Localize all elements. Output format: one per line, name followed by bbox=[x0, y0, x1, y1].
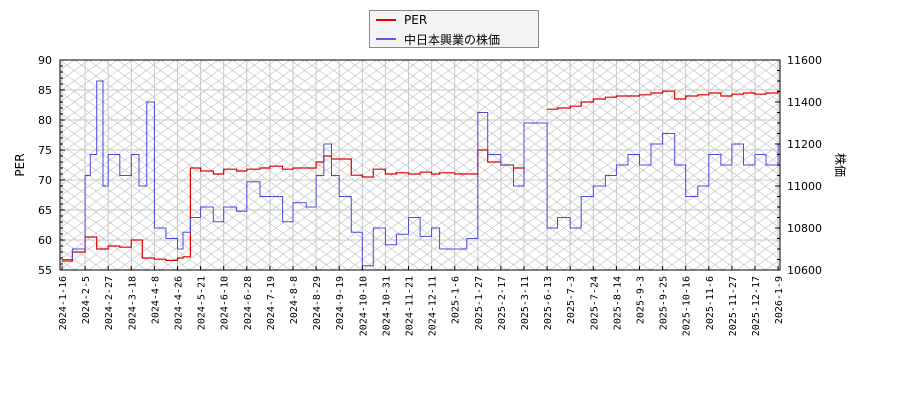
svg-text:2025-7-24: 2025-7-24 bbox=[589, 276, 600, 330]
svg-text:55: 55 bbox=[38, 264, 52, 277]
svg-text:2024-8-8: 2024-8-8 bbox=[289, 276, 300, 324]
svg-text:75: 75 bbox=[38, 144, 52, 157]
svg-text:2024-11-21: 2024-11-21 bbox=[405, 276, 416, 336]
left-axis-label: PER bbox=[13, 153, 27, 176]
svg-text:2025-1-6: 2025-1-6 bbox=[451, 276, 462, 324]
per-line-swatch-icon bbox=[376, 19, 396, 21]
price-line bbox=[62, 80, 779, 267]
left-axis-tick-labels: 90 85 80 75 70 65 60 55 bbox=[38, 54, 52, 277]
svg-text:70: 70 bbox=[38, 174, 52, 187]
legend-item-price: 中日本興業の株価 bbox=[376, 30, 500, 48]
svg-text:2024-6-28: 2024-6-28 bbox=[243, 276, 254, 330]
svg-text:2024-5-21: 2024-5-21 bbox=[197, 276, 208, 330]
svg-text:11400: 11400 bbox=[787, 96, 822, 109]
x-axis-tick-labels: 2024-1-16 2024-2-5 2024-2-27 2024-3-18 2024-… bbox=[58, 276, 785, 336]
legend-item-per: PER bbox=[376, 11, 427, 29]
legend-label-price: 中日本興業の株価 bbox=[404, 32, 501, 47]
svg-text:10800: 10800 bbox=[787, 222, 822, 235]
svg-text:2025-8-14: 2025-8-14 bbox=[612, 276, 623, 330]
svg-text:2025-11-27: 2025-11-27 bbox=[728, 276, 739, 336]
svg-text:11600: 11600 bbox=[787, 54, 822, 67]
svg-text:2025-2-17: 2025-2-17 bbox=[497, 276, 508, 330]
svg-text:2024-4-8: 2024-4-8 bbox=[150, 276, 161, 324]
svg-text:11200: 11200 bbox=[787, 138, 822, 151]
svg-text:2024-10-31: 2024-10-31 bbox=[381, 276, 392, 336]
svg-text:2024-9-19: 2024-9-19 bbox=[335, 276, 346, 330]
svg-text:2024-7-19: 2024-7-19 bbox=[266, 276, 277, 330]
per-line bbox=[547, 90, 779, 110]
per-line bbox=[62, 149, 525, 262]
svg-text:2024-1-16: 2024-1-16 bbox=[58, 276, 69, 330]
svg-text:2025-7-3: 2025-7-3 bbox=[566, 276, 577, 324]
svg-text:2024-8-29: 2024-8-29 bbox=[312, 276, 323, 330]
right-axis-label: 株価 bbox=[833, 153, 848, 177]
legend: PER 中日本興業の株価 bbox=[369, 10, 539, 48]
right-axis-tick-labels: 11600 11400 11200 11000 10800 10600 bbox=[787, 54, 822, 277]
svg-text:2025-6-13: 2025-6-13 bbox=[543, 276, 554, 330]
svg-text:10600: 10600 bbox=[787, 264, 822, 277]
svg-text:2025-11-6: 2025-11-6 bbox=[705, 276, 716, 330]
svg-text:11000: 11000 bbox=[787, 180, 822, 193]
svg-text:2024-3-18: 2024-3-18 bbox=[127, 276, 138, 330]
svg-text:2024-10-10: 2024-10-10 bbox=[358, 276, 369, 336]
svg-text:90: 90 bbox=[38, 54, 52, 67]
svg-text:2026-1-9: 2026-1-9 bbox=[774, 276, 785, 324]
svg-text:2025-1-27: 2025-1-27 bbox=[474, 276, 485, 330]
svg-text:2024-2-27: 2024-2-27 bbox=[104, 276, 115, 330]
svg-text:85: 85 bbox=[38, 84, 52, 97]
svg-text:60: 60 bbox=[38, 234, 52, 247]
svg-text:2024-6-10: 2024-6-10 bbox=[220, 276, 231, 330]
svg-text:2025-3-11: 2025-3-11 bbox=[520, 276, 531, 330]
svg-text:2024-12-11: 2024-12-11 bbox=[428, 276, 439, 336]
svg-text:2025-10-16: 2025-10-16 bbox=[682, 276, 693, 336]
svg-text:2024-4-26: 2024-4-26 bbox=[174, 276, 185, 330]
axis-ticks bbox=[60, 59, 780, 271]
svg-text:80: 80 bbox=[38, 114, 52, 127]
svg-text:2025-9-3: 2025-9-3 bbox=[636, 276, 647, 324]
svg-text:2025-12-17: 2025-12-17 bbox=[751, 276, 762, 336]
series-lines bbox=[62, 80, 779, 267]
svg-text:65: 65 bbox=[38, 204, 52, 217]
price-line-swatch-icon bbox=[376, 38, 396, 40]
svg-text:2025-9-25: 2025-9-25 bbox=[659, 276, 670, 330]
legend-label-per: PER bbox=[404, 13, 428, 27]
svg-text:2024-2-5: 2024-2-5 bbox=[81, 276, 92, 324]
